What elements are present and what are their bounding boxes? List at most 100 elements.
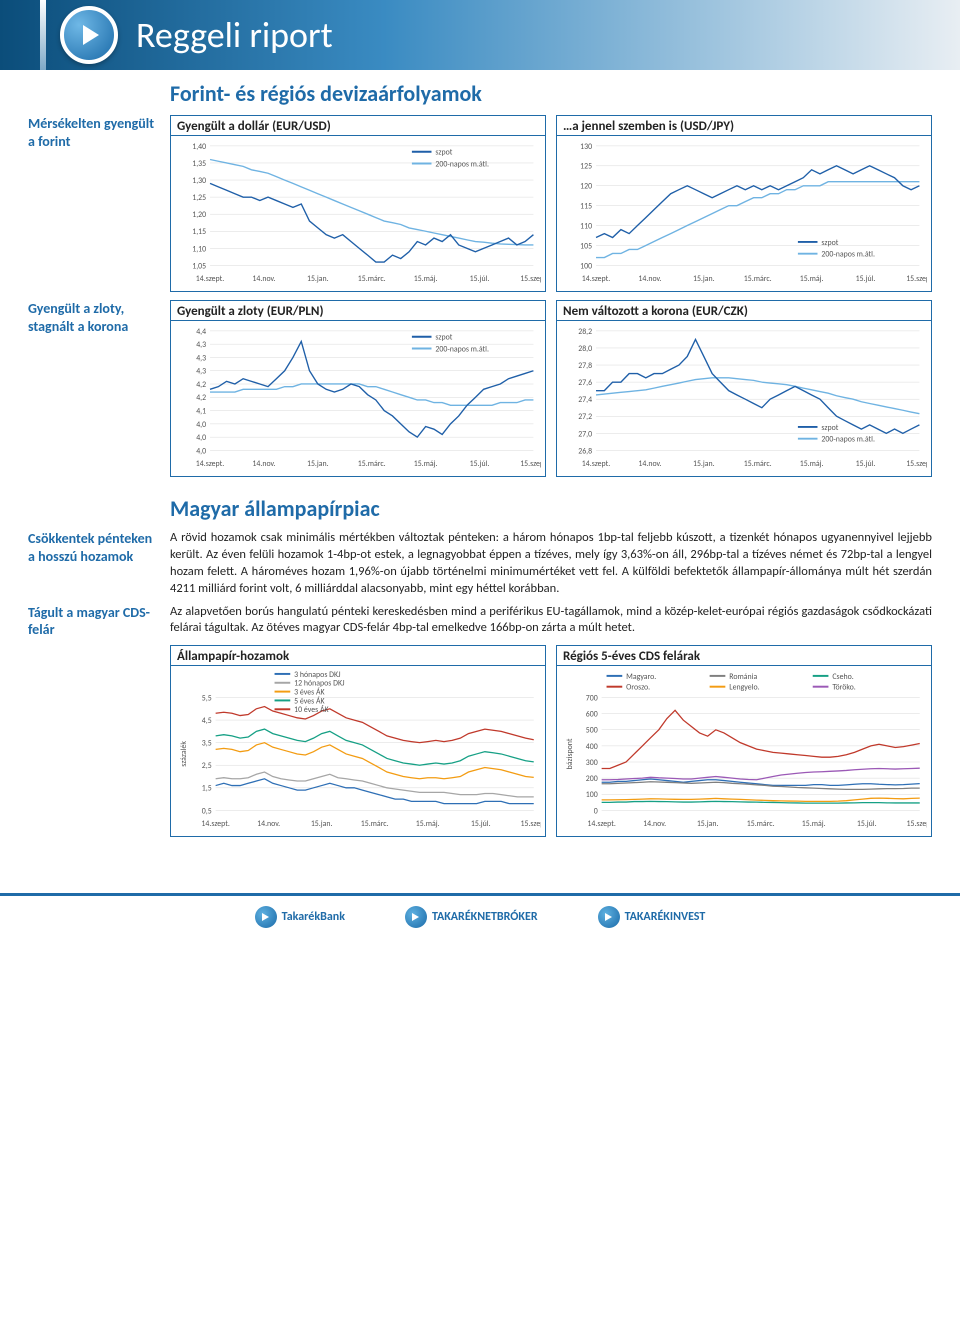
svg-text:14.nov.: 14.nov. [252,460,275,469]
chart-eurusd-title: Gyengült a dollár (EUR/USD) [171,116,545,136]
svg-text:14.szept.: 14.szept. [582,460,610,469]
footer-brand-2-label: TAKARÉKNETBRÓKER [432,910,538,924]
svg-text:15.máj.: 15.máj. [414,460,438,469]
svg-text:125: 125 [580,163,592,172]
svg-text:15.jan.: 15.jan. [307,460,329,469]
svg-text:12 hónapos DKJ: 12 hónapos DKJ [294,679,345,688]
svg-text:15.szept: 15.szept [906,460,927,469]
arrow-circle-icon [405,906,427,928]
section-bond-title: Magyar állampapírpiac [170,495,932,522]
svg-text:0,5: 0,5 [202,807,212,816]
svg-text:4,2: 4,2 [196,394,206,403]
svg-text:14.nov.: 14.nov. [638,460,661,469]
svg-text:5 éves ÁK: 5 éves ÁK [294,696,325,706]
svg-text:4,3: 4,3 [196,368,206,377]
svg-text:szpot: szpot [821,239,838,248]
chart-cds: Régiós 5-éves CDS felárak 01002003004005… [556,645,932,837]
footer: TakarékBank TAKARÉKNETBRÓKER TAKARÉKINVE… [0,893,960,938]
svg-text:15.júl.: 15.júl. [470,460,490,469]
svg-text:4,0: 4,0 [196,434,206,443]
report-header: Reggeli riport [0,0,960,70]
brand-logo-icon [60,6,118,64]
svg-text:szpot: szpot [821,424,838,433]
svg-text:15.máj.: 15.máj. [800,460,824,469]
svg-text:27,8: 27,8 [578,362,592,371]
svg-text:200-napos m.átl.: 200-napos m.átl. [821,436,875,445]
svg-text:1,05: 1,05 [192,262,206,271]
chart-yields-title: Állampapír-hozamok [171,646,545,666]
svg-text:2,5: 2,5 [202,762,212,771]
svg-text:300: 300 [586,758,598,767]
svg-text:500: 500 [586,726,598,735]
svg-text:4,5: 4,5 [202,717,212,726]
svg-text:700: 700 [586,694,598,703]
svg-text:Románia: Románia [729,672,757,681]
svg-text:15.szept: 15.szept [520,460,541,469]
chart-usdjpy-title: …a jennel szemben is (USD/JPY) [557,116,931,136]
svg-text:15.szept: 15.szept [520,275,541,284]
footer-brand-3: TAKARÉKINVEST [598,906,706,928]
svg-text:10 éves ÁK: 10 éves ÁK [294,705,329,715]
svg-text:4,1: 4,1 [196,408,206,417]
svg-text:28,2: 28,2 [578,328,592,337]
svg-text:15.márc.: 15.márc. [744,275,772,284]
svg-text:Magyaro.: Magyaro. [626,672,656,681]
svg-text:14.nov.: 14.nov. [638,275,661,284]
side-label-yields: Csökkentek pénteken a hosszú hozamok [28,530,160,565]
svg-text:110: 110 [580,223,592,232]
svg-text:1,40: 1,40 [192,143,206,152]
svg-text:1,10: 1,10 [192,245,206,254]
arrow-circle-icon [598,906,620,928]
svg-text:26,8: 26,8 [578,447,592,456]
chart-eurpln: Gyengült a zloty (EUR/PLN) 4,04,04,04,14… [170,300,546,477]
svg-text:14.nov.: 14.nov. [643,820,666,829]
svg-text:130: 130 [580,143,592,152]
svg-text:100: 100 [586,791,598,800]
svg-text:4,0: 4,0 [196,447,206,456]
footer-brand-1: TakarékBank [255,906,345,928]
side-label-forint: Mérsékelten gyengült a forint [28,115,160,150]
svg-text:1,20: 1,20 [192,211,206,220]
svg-text:15.máj.: 15.máj. [800,275,824,284]
svg-text:15.júl.: 15.júl. [856,275,876,284]
svg-text:4,3: 4,3 [196,341,206,350]
footer-brand-3-label: TAKARÉKINVEST [625,910,706,924]
svg-text:bázispont: bázispont [566,738,575,769]
svg-text:27,0: 27,0 [578,430,592,439]
svg-text:szpot: szpot [435,149,452,158]
svg-text:14.nov.: 14.nov. [257,820,280,829]
section-fx-title: Forint- és régiós devizaárfolyamok [170,80,932,107]
svg-text:1,35: 1,35 [192,160,206,169]
chart-eurpln-title: Gyengült a zloty (EUR/PLN) [171,301,545,321]
chart-cds-title: Régiós 5-éves CDS felárak [557,646,931,666]
svg-text:5,5: 5,5 [202,694,212,703]
svg-text:15.máj.: 15.máj. [802,820,826,829]
svg-text:200-napos m.átl.: 200-napos m.átl. [435,345,489,354]
svg-text:3 éves ÁK: 3 éves ÁK [294,687,325,697]
svg-text:600: 600 [586,710,598,719]
footer-brand-1-label: TakarékBank [282,910,345,924]
svg-text:4,4: 4,4 [196,328,206,337]
svg-text:14.nov.: 14.nov. [252,275,275,284]
svg-text:28,0: 28,0 [578,345,592,354]
svg-text:15.jan.: 15.jan. [693,460,715,469]
svg-text:400: 400 [586,742,598,751]
svg-text:15.máj.: 15.máj. [416,820,440,829]
svg-text:1,15: 1,15 [192,228,206,237]
svg-text:200: 200 [586,775,598,784]
report-title: Reggeli riport [136,13,333,57]
svg-text:15.jan.: 15.jan. [307,275,329,284]
footer-brand-2: TAKARÉKNETBRÓKER [405,906,538,928]
svg-text:14.szept.: 14.szept. [587,820,615,829]
svg-text:százalék: százalék [180,740,189,766]
chart-eurusd: Gyengült a dollár (EUR/USD) 1,05 1,10 1,15… [170,115,546,292]
svg-text:105: 105 [580,242,592,251]
arrow-circle-icon [255,906,277,928]
chart-usdjpy: …a jennel szemben is (USD/JPY) 100105110… [556,115,932,292]
svg-text:3,5: 3,5 [202,739,212,748]
svg-text:15.jan.: 15.jan. [693,275,715,284]
svg-text:15.márc.: 15.márc. [747,820,775,829]
svg-text:1,5: 1,5 [202,784,212,793]
svg-text:1,25: 1,25 [192,194,206,203]
svg-text:14.szept.: 14.szept. [582,275,610,284]
